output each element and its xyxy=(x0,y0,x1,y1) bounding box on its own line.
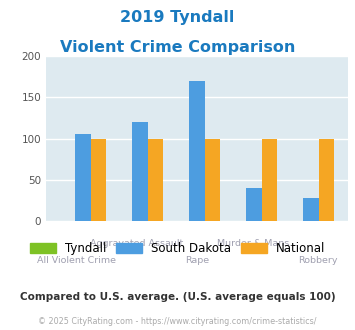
Text: All Violent Crime: All Violent Crime xyxy=(37,256,116,265)
Bar xyxy=(262,139,277,221)
Bar xyxy=(205,139,220,221)
Text: Robbery: Robbery xyxy=(298,256,338,265)
Text: 2019 Tyndall: 2019 Tyndall xyxy=(120,10,235,25)
Text: Compared to U.S. average. (U.S. average equals 100): Compared to U.S. average. (U.S. average … xyxy=(20,292,335,302)
Bar xyxy=(148,139,163,221)
Text: © 2025 CityRating.com - https://www.cityrating.com/crime-statistics/: © 2025 CityRating.com - https://www.city… xyxy=(38,317,317,326)
Text: Aggravated Assault: Aggravated Assault xyxy=(90,239,183,248)
Bar xyxy=(132,122,148,221)
Bar xyxy=(91,139,106,221)
Bar xyxy=(75,134,91,221)
Bar xyxy=(189,81,205,221)
Bar xyxy=(304,198,319,221)
Legend: Tyndall, South Dakota, National: Tyndall, South Dakota, National xyxy=(25,237,330,260)
Text: Rape: Rape xyxy=(185,256,209,265)
Text: Murder & Mans...: Murder & Mans... xyxy=(217,239,298,248)
Bar xyxy=(319,139,334,221)
Bar xyxy=(246,188,262,221)
Text: Violent Crime Comparison: Violent Crime Comparison xyxy=(60,40,295,54)
